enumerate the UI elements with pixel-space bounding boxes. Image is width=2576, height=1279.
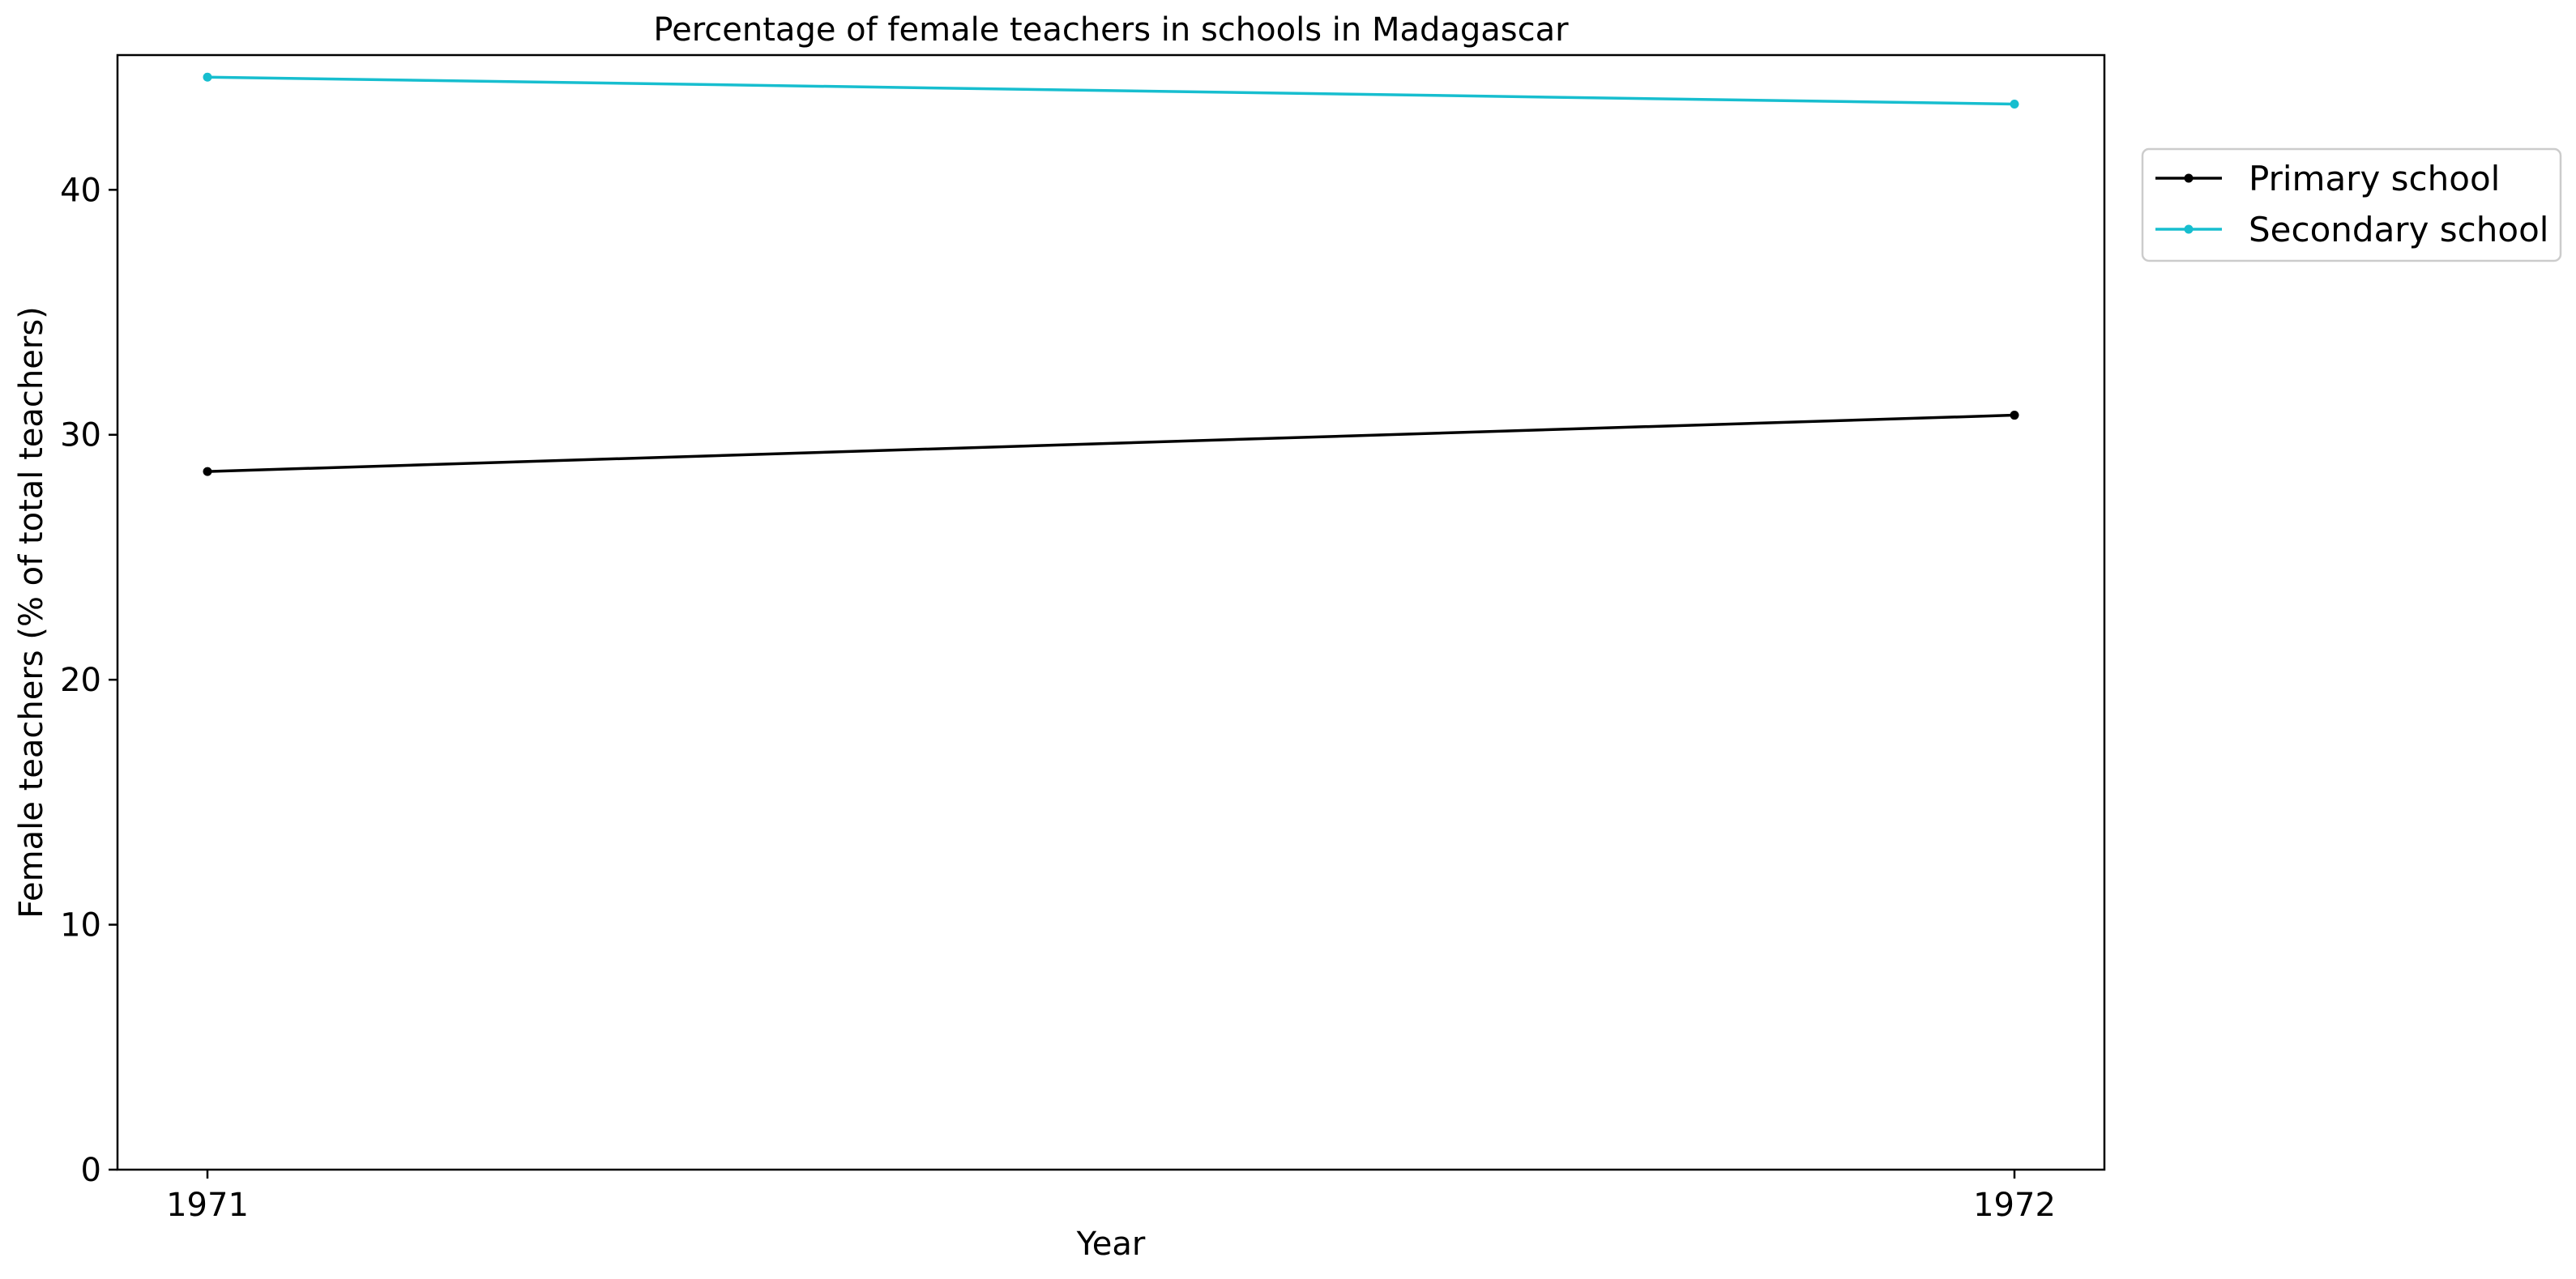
series-line-secondary-school [207, 75, 2015, 106]
y-axis-ticks: 0 10 20 30 40 [60, 172, 117, 1189]
data-point-primary-school [203, 467, 212, 476]
legend-items: Primary school Secondary school [2155, 159, 2548, 249]
legend-label-primary-school: Primary school [2249, 159, 2500, 198]
x-axis-label: Year [1076, 1226, 1146, 1263]
x-tick-label: 1972 [1973, 1187, 2056, 1224]
legend-swatch-marker-primary-school [2184, 173, 2194, 183]
legend-frame [2141, 147, 2562, 262]
legend-swatch-marker-secondary-school [2184, 224, 2194, 234]
chart-title: Percentage of female teachers in schools… [653, 11, 1569, 49]
y-tick-label: 0 [81, 1152, 101, 1189]
plot-area-frame [116, 53, 2106, 1171]
data-point-secondary-school [203, 72, 212, 82]
y-tick-label: 40 [60, 172, 101, 209]
y-tick-label: 10 [60, 907, 101, 944]
legend: Primary school Secondary school [2141, 147, 2562, 262]
x-tick-label: 1971 [166, 1187, 249, 1224]
series-line-primary-school [207, 413, 2015, 473]
x-axis-ticks: 1971 1972 [166, 1170, 2056, 1224]
y-tick-label: 30 [60, 417, 101, 454]
data-point-primary-school [2010, 411, 2019, 420]
data-point-secondary-school [2010, 99, 2019, 109]
y-axis-label: Female teachers (% of total teachers) [13, 306, 50, 919]
legend-label-secondary-school: Secondary school [2249, 210, 2548, 249]
series-layer [203, 72, 2019, 476]
y-tick-label: 20 [60, 662, 101, 699]
